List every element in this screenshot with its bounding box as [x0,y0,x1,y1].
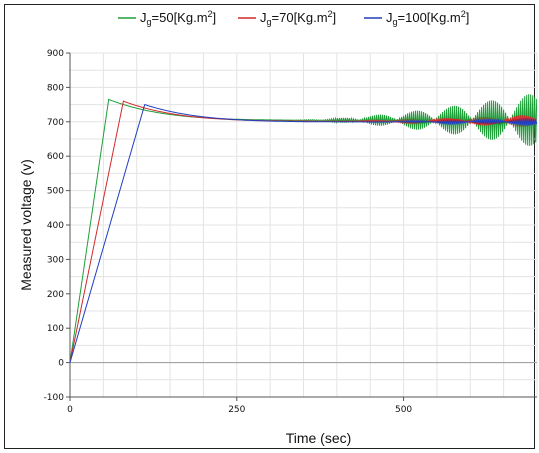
y-tick-label: 100 [47,324,64,334]
x-tick-label: 500 [395,405,412,415]
y-tick-label: 500 [47,187,64,197]
series-line-50 [70,94,537,363]
legend: Jg=50[Kg.m2] Jg=70[Kg.m2] Jg=100[Kg.m2] [118,9,469,27]
series-line-70 [70,100,537,363]
y-tick-label: 300 [47,255,64,265]
y-tick-label: 700 [47,118,64,128]
legend-label: Jg=100[Kg.m2] [386,9,469,27]
y-tick-label: 0 [58,359,64,369]
y-axis-title: Measured voltage (v) [18,159,34,291]
legend-label: Jg=50[Kg.m2] [140,9,216,27]
y-tick-label: 200 [47,290,64,300]
x-tick-label: 0 [67,405,73,415]
y-tick-label: 900 [47,49,64,59]
chart-frame [4,4,535,449]
y-tick-label: 400 [47,221,64,231]
y-tick-label: -100 [44,393,65,403]
y-tick-label: 600 [47,152,64,162]
x-tick-label: 250 [228,405,245,415]
x-axis-title: Time (sec) [286,430,352,446]
series-line-100 [70,103,537,363]
y-tick-label: 800 [47,83,64,93]
legend-label: Jg=70[Kg.m2] [260,9,336,27]
